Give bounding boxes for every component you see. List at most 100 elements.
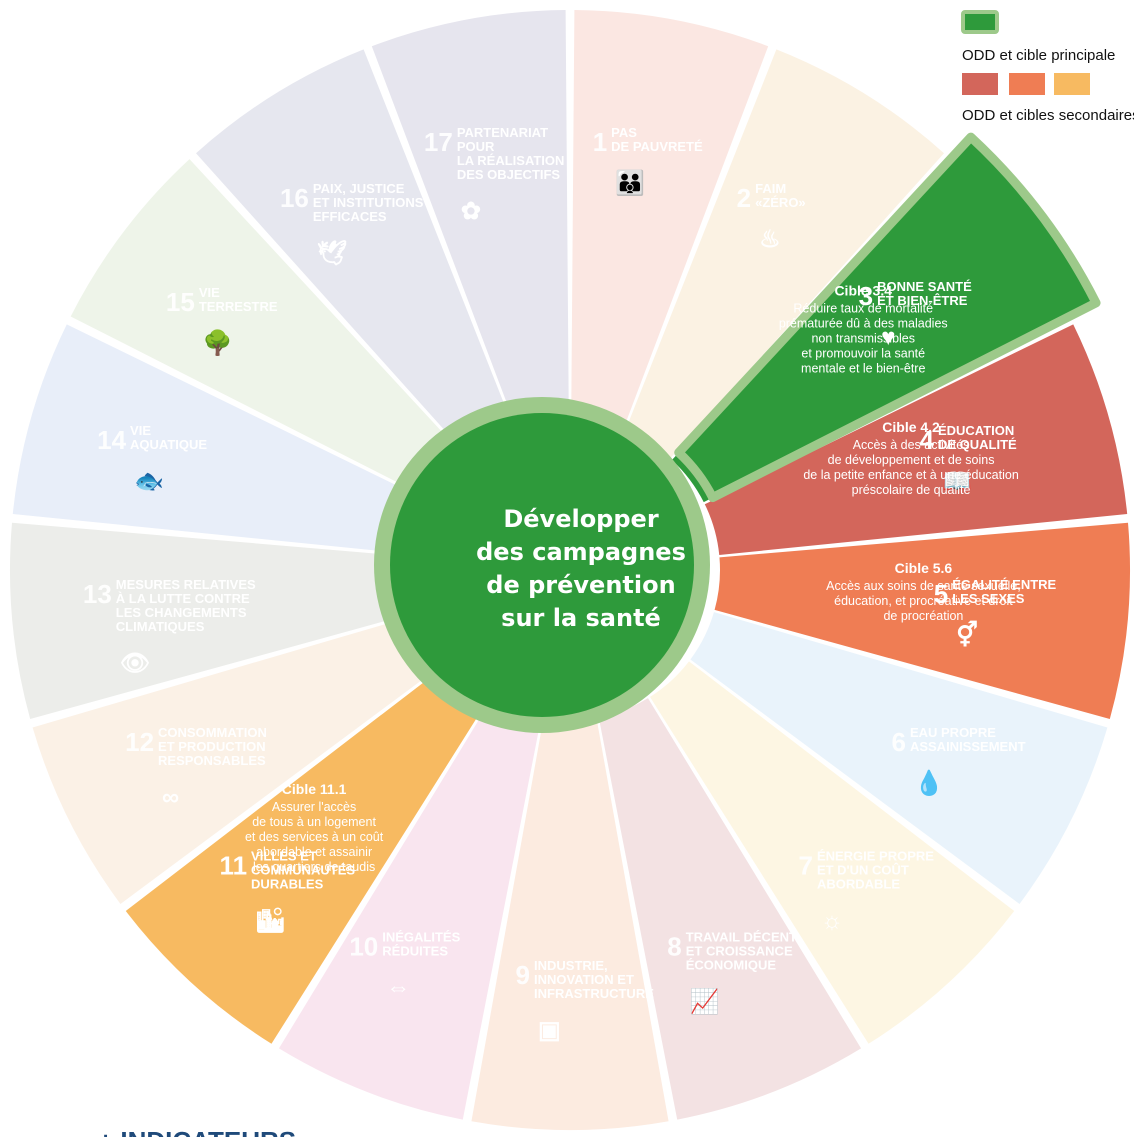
odd-title-line: CLIMATIQUES (116, 619, 205, 634)
odd-number-12: 12 (125, 727, 154, 757)
cible-title-11: Cible 11.1 (282, 781, 347, 797)
odd-title-line: ÉGALITÉ ENTRE (952, 577, 1056, 592)
odd-title-line: INNOVATION ET (534, 972, 634, 987)
segment-odd-17 (371, 10, 569, 430)
cible-line: de procréation (883, 609, 963, 623)
odd-title-line: EFFICACES (313, 209, 387, 224)
center-circle: Développer des campagnes de prévention s… (374, 397, 710, 733)
eye-globe-icon: 👁 (120, 650, 150, 677)
odd-title-line: LES SEXES (952, 591, 1025, 606)
odd-title-line: ÉNERGIE PROPRE (817, 848, 934, 863)
odd-title-line: TRAVAIL DÉCENT (686, 930, 797, 945)
cible-line: non transmissibles (811, 331, 915, 345)
primary-segment-border (674, 132, 1101, 503)
segment-odd-8 (598, 698, 862, 1120)
segment-odd-6 (690, 612, 1108, 904)
odd-title-line: INDUSTRIE, (534, 958, 608, 973)
odd-number-8: 8 (667, 932, 681, 962)
legend-secondary-swatch-1 (962, 73, 998, 95)
odd-number-14: 14 (97, 425, 126, 455)
odd-number-5: 5 (934, 579, 948, 609)
odd-number-6: 6 (891, 727, 905, 757)
tree-icon: 🌳 (203, 328, 233, 357)
odd-title-line: MESURES RELATIVES (116, 577, 256, 592)
segment-odd-3 (671, 137, 1097, 503)
odd-number-1: 1 (593, 127, 607, 157)
cible-title-3: Cible 3.4 (834, 282, 892, 298)
odd-title-line: DE QUALITÉ (938, 437, 1017, 452)
odd-title-line: ET D'UN COÛT (817, 862, 909, 877)
odd-title-line: ASSAINISSEMENT (910, 739, 1026, 754)
odd-title-line: AQUATIQUE (130, 437, 207, 452)
center-line-1: Développer (503, 505, 658, 533)
segment-odd-14 (12, 324, 436, 555)
odd-number-9: 9 (516, 960, 530, 990)
cible-line: Accès à des activités (853, 438, 970, 452)
odd-title-line: «ZÉRO» (755, 195, 806, 210)
segment-label-2: 2 FAIM«ZÉRO» ♨ (737, 181, 806, 253)
odd-title-line: RÉDUITES (382, 944, 448, 959)
odd-title-line: FAIM (755, 181, 786, 196)
segment-odd-5 (714, 522, 1130, 720)
odd-title-line: PARTENARIAT (457, 125, 548, 140)
odd-title-line: VIE (130, 423, 151, 438)
odd-title-line: POUR (457, 139, 495, 154)
cible-line: Accès aux soins de santé sexuelle, (826, 579, 1021, 593)
odd-number-15: 15 (166, 287, 195, 317)
legend-primary-label: ODD et cible principale (962, 47, 1115, 64)
cible-line: éducation, et procréative et droit (834, 594, 1013, 608)
center-fill (390, 413, 694, 717)
cible-line: de la petite enfance et à une éducation (803, 468, 1018, 482)
legend-primary-swatch (961, 10, 999, 34)
odd-title-line: ET BIEN-ÊTRE (877, 293, 968, 308)
odd-title-line: ABORDABLE (817, 876, 900, 891)
segment-odd-9 (471, 717, 669, 1130)
odd-number-13: 13 (83, 579, 112, 609)
infinity-icon: ∞ (162, 784, 179, 811)
rings-icon: ✿ (461, 198, 481, 225)
sun-icon: ☼ (821, 907, 843, 934)
odd-number-4: 4 (919, 425, 934, 455)
legend-secondary-swatch-3 (1054, 73, 1090, 95)
odd-title-line: VIE (199, 285, 220, 300)
odd-title-line: COMMUNAUTÉS (251, 862, 355, 877)
cible-line: prématurée dû à des maladies (779, 316, 948, 330)
cible-line: abordable et assainir (256, 845, 372, 859)
odd-title-line: EAU PROPRE (910, 725, 996, 740)
segment-odd-2 (625, 49, 945, 459)
book-icon: 📖 (942, 468, 972, 495)
odd-title-line: ÉCONOMIQUE (686, 958, 777, 973)
segments-layer (9, 10, 1130, 1130)
odd-title-line: INFRASTRUCTURE (534, 986, 654, 1001)
city-icon: 🏙 (255, 907, 285, 934)
odd-title-line: PAIX, JUSTICE (313, 181, 405, 196)
equality-arrows-icon: ⇔ (386, 975, 410, 1002)
legend-secondary-label: ODD et cibles secondaires (962, 107, 1134, 124)
cible-line: Assurer l'accès (272, 800, 356, 814)
cible-line: Réduire taux de mortalité (793, 301, 933, 315)
footer: + INDICATEURS (98, 1126, 296, 1137)
segment-odd-10 (278, 698, 542, 1120)
cible-line: de tous à un logement (252, 815, 376, 829)
cible-line: et promouvoir la santé (801, 346, 925, 360)
segment-odd-15 (70, 159, 469, 503)
odd-number-2: 2 (737, 183, 751, 213)
segment-odd-12 (32, 612, 450, 904)
odd-number-17: 17 (424, 127, 453, 157)
primary-segment-outline (674, 132, 1101, 503)
cible-title-4: Cible 4.2 (882, 419, 940, 435)
fish-icon: 🐟 (134, 468, 164, 495)
cible-line: et des services à un coût (245, 830, 384, 844)
water-icon: 💧 (914, 769, 944, 797)
